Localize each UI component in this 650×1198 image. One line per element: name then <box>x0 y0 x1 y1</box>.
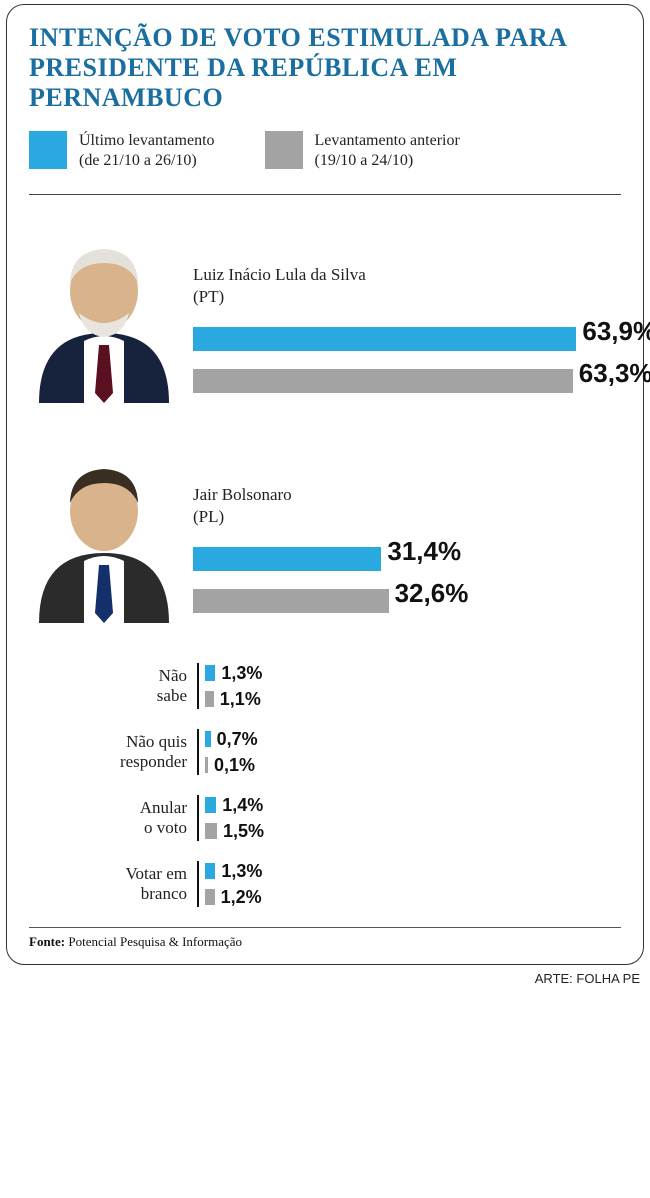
other-options: Não sabe 1,3% 1,1% Não quis responder 0,… <box>29 663 621 907</box>
bar-current-wrap: 31,4% <box>193 539 621 571</box>
swatch-previous <box>265 131 303 169</box>
candidate-name: Luiz Inácio Lula da Silva <box>193 265 621 285</box>
candidate-row: Luiz Inácio Lula da Silva (PT) 63,9% 63,… <box>29 223 621 403</box>
infographic-card: INTENÇÃO DE VOTO ESTIMULADA PARA PRE­SID… <box>6 4 644 965</box>
other-val-current: 1,3% <box>221 663 262 684</box>
other-row: Não quis responder 0,7% 0,1% <box>29 729 621 775</box>
other-val-previous: 0,1% <box>214 755 255 776</box>
title: INTENÇÃO DE VOTO ESTIMULADA PARA PRE­SID… <box>29 23 621 113</box>
legend-current-text: Último levantamento (de 21/10 a 26/10) <box>79 131 215 173</box>
other-bar-current <box>205 731 211 747</box>
divider <box>29 194 621 195</box>
other-val-previous: 1,2% <box>221 887 262 908</box>
other-row: Anular o voto 1,4% 1,5% <box>29 795 621 841</box>
legend-current: Último levantamento (de 21/10 a 26/10) <box>29 131 215 173</box>
other-row: Não sabe 1,3% 1,1% <box>29 663 621 709</box>
bar-previous <box>193 589 389 613</box>
candidate-row: Jair Bolsonaro (PL) 31,4% 32,6% <box>29 443 621 623</box>
other-label: Não quis responder <box>29 729 199 775</box>
other-val-current: 1,4% <box>222 795 263 816</box>
candidate-party: (PT) <box>193 287 621 307</box>
bar-previous-wrap: 63,3% <box>193 361 621 393</box>
other-val-current: 1,3% <box>221 861 262 882</box>
other-bar-previous-line: 0,1% <box>205 755 621 775</box>
bar-current <box>193 547 381 571</box>
credit: ARTE: FOLHA PE <box>6 971 644 986</box>
legend-current-line1: Último levantamento <box>79 131 215 152</box>
bar-current-label: 63,9% <box>582 316 650 347</box>
other-bars: 1,3% 1,1% <box>199 663 621 709</box>
other-bar-current-line: 1,3% <box>205 861 621 881</box>
swatch-current <box>29 131 67 169</box>
other-bar-current <box>205 863 215 879</box>
source-text: Potencial Pesquisa & Informação <box>68 934 242 949</box>
other-bar-current-line: 0,7% <box>205 729 621 749</box>
other-val-current: 0,7% <box>217 729 258 750</box>
other-bar-current-line: 1,3% <box>205 663 621 683</box>
source-line: Fonte: Potencial Pesquisa & Informação <box>29 927 621 950</box>
candidate-name: Jair Bolsonaro <box>193 485 621 505</box>
other-label: Não sabe <box>29 663 199 709</box>
bar-previous-label: 63,3% <box>579 358 650 389</box>
other-bars: 1,4% 1,5% <box>199 795 621 841</box>
other-row: Votar em branco 1,3% 1,2% <box>29 861 621 907</box>
other-bar-previous-line: 1,5% <box>205 821 621 841</box>
other-val-previous: 1,5% <box>223 821 264 842</box>
other-bar-current <box>205 797 216 813</box>
other-bar-current <box>205 665 215 681</box>
other-val-previous: 1,1% <box>220 689 261 710</box>
other-bar-previous-line: 1,1% <box>205 689 621 709</box>
other-bar-current-line: 1,4% <box>205 795 621 815</box>
other-bars: 0,7% 0,1% <box>199 729 621 775</box>
bar-current-wrap: 63,9% <box>193 319 621 351</box>
legend-previous-text: Levantamento anterior (19/10 a 24/10) <box>315 131 460 173</box>
candidate-info: Jair Bolsonaro (PL) 31,4% 32,6% <box>179 443 621 623</box>
bar-previous-wrap: 32,6% <box>193 581 621 613</box>
other-bars: 1,3% 1,2% <box>199 861 621 907</box>
bar-current <box>193 327 576 351</box>
candidate-party: (PL) <box>193 507 621 527</box>
other-bar-previous <box>205 889 215 905</box>
legend-previous-line1: Levantamento anterior <box>315 131 460 152</box>
candidate-info: Luiz Inácio Lula da Silva (PT) 63,9% 63,… <box>179 223 621 403</box>
other-bar-previous <box>205 823 217 839</box>
bar-previous <box>193 369 573 393</box>
candidate-portrait <box>29 443 179 623</box>
source-prefix: Fonte: <box>29 934 68 949</box>
legend-previous: Levantamento anterior (19/10 a 24/10) <box>265 131 460 173</box>
bar-current-label: 31,4% <box>387 536 461 567</box>
other-bar-previous-line: 1,2% <box>205 887 621 907</box>
legend-previous-line2: (19/10 a 24/10) <box>315 151 460 172</box>
other-bar-previous <box>205 691 214 707</box>
legend-current-line2: (de 21/10 a 26/10) <box>79 151 215 172</box>
other-bar-previous <box>205 757 208 773</box>
other-label: Votar em branco <box>29 861 199 907</box>
other-label: Anular o voto <box>29 795 199 841</box>
candidate-portrait <box>29 223 179 403</box>
bar-previous-label: 32,6% <box>395 578 469 609</box>
legend: Último levantamento (de 21/10 a 26/10) L… <box>29 131 621 173</box>
